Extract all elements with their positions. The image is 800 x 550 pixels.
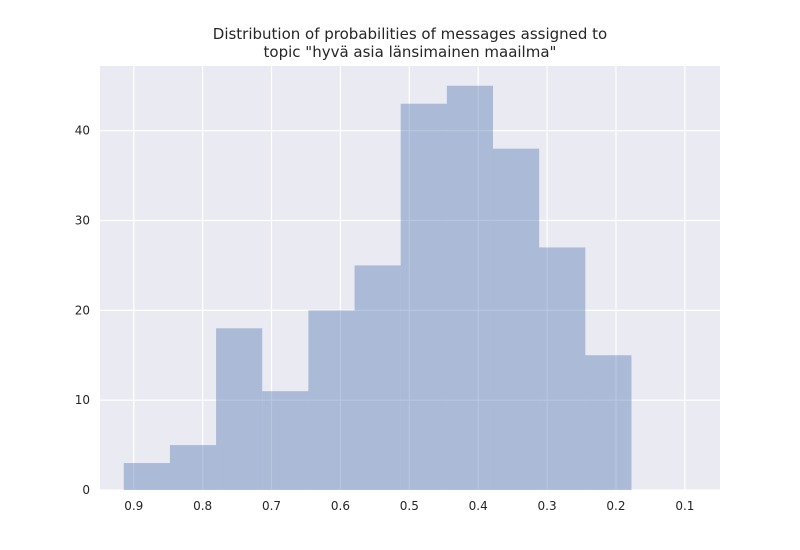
histogram-bar [262, 391, 309, 490]
x-tick-label: 0.7 [262, 499, 281, 513]
x-tick-label: 0.4 [469, 499, 488, 513]
x-tick-label: 0.9 [124, 499, 143, 513]
x-tick-label: 0.1 [675, 499, 694, 513]
histogram-bar [169, 445, 217, 490]
y-tick-label: 40 [75, 124, 90, 138]
x-tick-label: 0.5 [400, 499, 419, 513]
histogram-bar [123, 463, 170, 490]
y-tick-label: 20 [75, 303, 90, 317]
x-tick-label: 0.3 [538, 499, 557, 513]
chart-title-line-1: Distribution of probabilities of message… [213, 25, 607, 43]
y-tick-label: 30 [75, 214, 90, 228]
x-tick-label: 0.2 [606, 499, 625, 513]
y-tick-label: 0 [82, 483, 90, 497]
histogram-bar [539, 247, 586, 490]
x-tick-label: 0.8 [193, 499, 212, 513]
histogram-bar [354, 265, 401, 490]
ticks: 0.9 0.8 0.7 0.6 0.5 0.4 0.3 0.2 0.1 0 10 20 30 40 [75, 124, 695, 513]
histogram-bar [446, 85, 494, 491]
x-tick-label: 0.6 [331, 499, 350, 513]
histogram-bar [400, 103, 447, 490]
histogram-bar [216, 328, 263, 490]
plot-background [100, 66, 720, 490]
chart-title-line-2: topic "hyvä asia länsimainen maailma" [264, 43, 557, 61]
y-tick-label: 10 [75, 393, 90, 407]
histogram-bar [493, 148, 540, 490]
grid [100, 66, 720, 491]
histogram-bar [308, 310, 355, 490]
histogram-bar [585, 355, 632, 490]
bars [123, 85, 632, 491]
